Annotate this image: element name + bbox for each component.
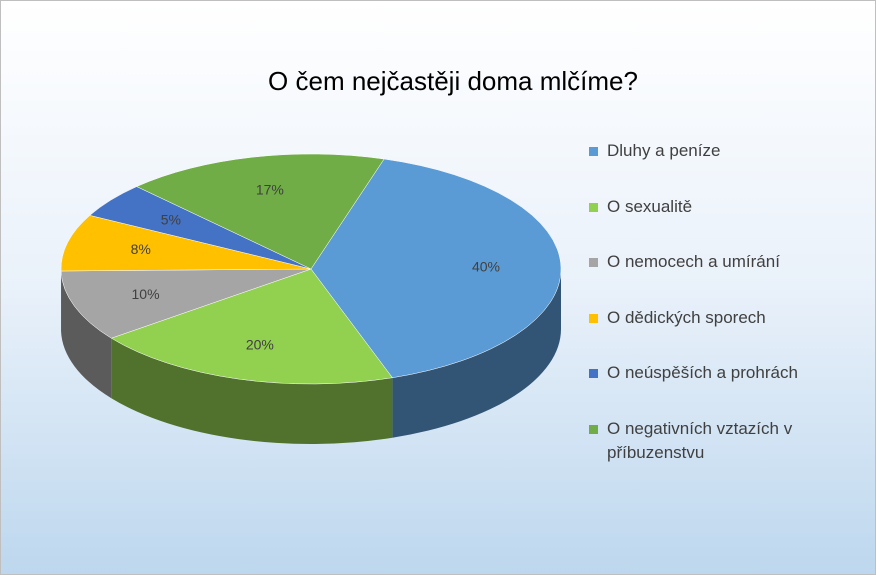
legend-swatch [589,424,598,434]
chart-title: O čem nejčastěji doma mlčíme? [268,66,638,96]
data-label: 20% [246,337,274,353]
pie-labels: 40% 20% 10% 8% 5% 17% [131,181,500,352]
legend-item: O negativních vztazích v příbuzenstvu [589,417,839,473]
legend-item: O neúspěších a prohrách [589,361,839,417]
data-label: 5% [161,211,181,227]
slice-side [111,338,393,444]
pie-tops [60,153,562,385]
slice [136,153,385,270]
legend-item: O sexualitě [589,195,839,251]
slice-side [61,271,112,399]
data-label: 8% [131,241,151,257]
legend-label: O sexualitě [607,196,693,216]
legend-label: O nemocech a umírání [607,252,780,271]
legend-swatch [589,313,598,323]
legend-item: O dědických sporech [589,306,839,362]
legend-label: O negativních vztazích v příbuzenstvu [607,418,793,462]
legend-label: Dluhy a peníze [607,141,721,160]
legend-label: O dědických sporech [607,307,766,327]
data-label: 10% [132,286,160,302]
slice [60,215,312,272]
legend-swatch [589,147,598,156]
slice [60,268,312,339]
slice [310,158,562,379]
legend-swatch [589,202,598,212]
data-label: 17% [256,181,284,197]
slice [110,268,393,385]
legend: Dluhy a peníze O sexualitě O nemocech a um… [589,139,839,472]
data-label: 40% [472,258,500,274]
legend-label: O neúspěších a prohrách [607,363,798,382]
legend-swatch [589,369,598,378]
legend-item: Dluhy a peníze [589,139,839,195]
slice-side [392,269,561,438]
legend-item: O nemocech a umírání [589,250,839,306]
legend-swatch [589,258,598,267]
pie-sides [61,269,561,444]
